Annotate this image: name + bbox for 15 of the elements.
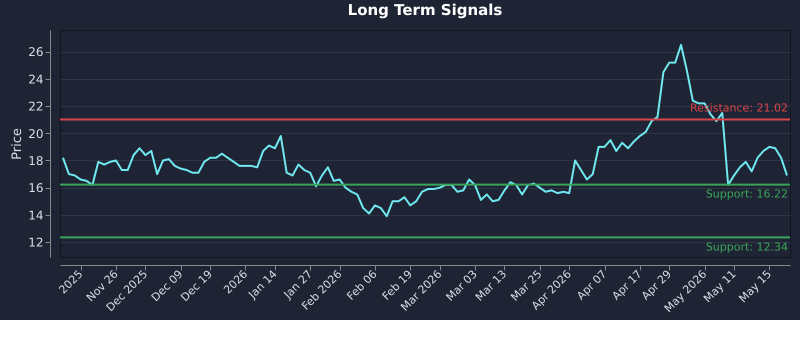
y-tick-label: 16 bbox=[28, 181, 44, 196]
y-tick-label: 18 bbox=[28, 154, 44, 168]
ref-line-label: Support: 12.34 bbox=[706, 240, 788, 254]
y-tick-label: 20 bbox=[28, 126, 44, 141]
y-tick-label: 12 bbox=[28, 236, 44, 250]
line-series bbox=[62, 44, 788, 218]
y-tick-label: 22 bbox=[28, 100, 44, 114]
ref-line-label: Support: 16.22 bbox=[706, 188, 788, 201]
chart-title: Long Term Signals bbox=[348, 1, 502, 19]
y-tick-label: 26 bbox=[28, 45, 44, 60]
y-tick-label: 24 bbox=[28, 72, 44, 86]
x-tick-label: Apr 07 bbox=[574, 268, 610, 303]
x-tick-label: Feb 06 bbox=[344, 268, 380, 303]
y-tick-label: 14 bbox=[28, 208, 44, 222]
y-axis-title: Price bbox=[10, 128, 26, 160]
